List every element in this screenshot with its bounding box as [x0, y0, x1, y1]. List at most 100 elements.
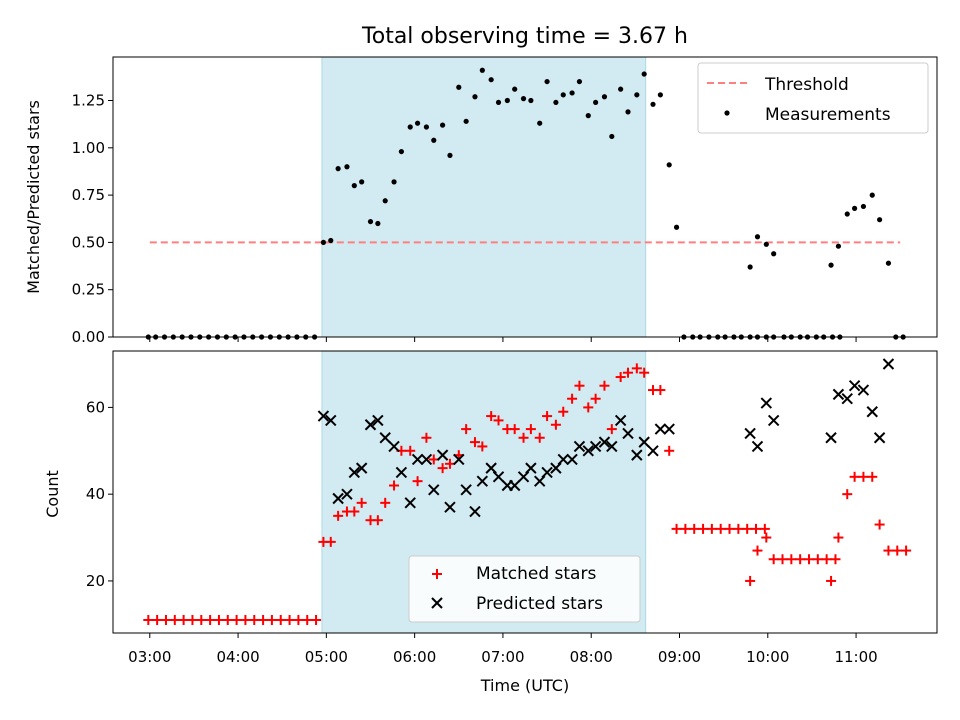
measurement-point-54: [593, 99, 599, 106]
xtick-label-6: 09:00: [658, 648, 701, 666]
predicted-star-point-14: [428, 484, 440, 496]
measurement-point-43: [504, 97, 510, 104]
top-plot-frame: [112, 56, 938, 338]
matched-star-point-55: [599, 380, 610, 391]
top-ytick-label-1: 0.25: [72, 281, 105, 299]
predicted-star-point-31: [566, 453, 578, 466]
bottom-legend-box: [408, 555, 641, 623]
matched-star-point-9: [222, 614, 233, 625]
top-highlight-span: [321, 56, 647, 338]
matched-star-point-39: [469, 437, 480, 448]
measurement-point-23: [344, 164, 350, 170]
predicted-star-point-6: [364, 419, 377, 431]
top-ytick-label-3: 0.75: [72, 186, 105, 204]
predicted-star-point-19: [469, 505, 481, 518]
measurement-point-91: [844, 211, 850, 217]
matched-star-point-44: [509, 424, 520, 435]
matched-star-point-60: [639, 367, 650, 378]
matched-star-point-46: [525, 424, 536, 435]
xtick-label-2: 05:00: [305, 648, 348, 666]
measurement-point-35: [440, 122, 446, 128]
measurement-point-79: [763, 241, 769, 247]
measurement-point-53: [585, 113, 591, 119]
measurement-point-50: [560, 92, 566, 98]
top-ytick-label-0: 0.00: [72, 328, 105, 346]
xtick-label-4: 07:00: [481, 648, 524, 666]
bottom-xlabel: Time (UTC): [480, 676, 569, 695]
measurement-point-20: [320, 239, 327, 246]
matched-star-point-32: [412, 476, 423, 487]
matched-star-point-5: [187, 614, 198, 625]
matched-star-point-76: [752, 545, 763, 556]
predicted-star-point-43: [663, 423, 675, 435]
measurement-point-89: [828, 262, 834, 268]
matched-star-point-66: [689, 523, 700, 534]
predicted-star-point-40: [638, 436, 650, 448]
predicted-star-point-50: [841, 393, 853, 405]
matched-star-point-89: [849, 471, 860, 482]
measurement-point-33: [423, 124, 430, 130]
predicted-star-point-44: [744, 427, 756, 440]
xtick-label-8: 11:00: [834, 648, 877, 666]
measurement-point-46: [528, 97, 534, 104]
predicted-star-point-51: [848, 380, 861, 392]
matched-star-point-0: [143, 614, 154, 625]
measurement-point-26: [367, 218, 374, 225]
measurement-point-41: [488, 77, 494, 83]
matched-star-point-70: [724, 523, 735, 534]
matched-star-point-31: [405, 445, 416, 456]
measurement-point-39: [472, 94, 478, 100]
matched-star-point-14: [266, 614, 277, 625]
predicted-star-point-17: [453, 453, 465, 466]
predicted-star-point-53: [866, 406, 878, 418]
matched-star-point-82: [803, 554, 814, 565]
matched-star-point-28: [380, 497, 391, 508]
predicted-star-point-34: [589, 440, 602, 453]
measurement-point-27: [375, 220, 381, 227]
measurement-point-31: [407, 124, 413, 130]
measurement-point-93: [860, 203, 867, 210]
bottom-ylabel: Count: [43, 470, 62, 518]
measurement-point-25: [359, 179, 365, 185]
matched-star-point-81: [795, 554, 806, 565]
matched-star-point-29: [389, 480, 400, 491]
matched-star-point-85: [830, 554, 841, 565]
measurement-point-52: [576, 78, 583, 85]
matched-star-point-58: [623, 367, 633, 378]
legend-matched-swatch: [432, 569, 442, 579]
matched-star-point-49: [550, 419, 561, 430]
measurement-point-29: [391, 179, 397, 185]
predicted-star-point-36: [606, 440, 618, 453]
measurement-point-55: [601, 94, 608, 100]
predicted-star-point-55: [882, 358, 895, 370]
predicted-star-point-1: [325, 414, 337, 427]
matched-star-point-71: [733, 523, 744, 534]
matched-star-point-8: [213, 614, 224, 625]
matched-star-point-41: [486, 411, 497, 422]
measurement-point-24: [351, 183, 357, 189]
predicted-star-point-15: [436, 449, 449, 461]
measurement-point-94: [869, 192, 875, 198]
matched-star-point-95: [901, 545, 912, 556]
measurement-point-90: [835, 243, 842, 249]
predicted-star-point-7: [372, 414, 384, 427]
top-legend: Threshold Measurements: [697, 62, 929, 134]
matched-star-point-48: [542, 411, 553, 422]
matched-star-point-11: [240, 614, 251, 625]
matched-star-point-35: [437, 463, 448, 474]
measurement-point-38: [463, 118, 469, 124]
predicted-star-point-5: [355, 462, 368, 474]
predicted-star-point-45: [751, 440, 764, 453]
measurement-point-64: [673, 224, 680, 230]
predicted-star-point-3: [341, 488, 353, 500]
matched-star-point-54: [590, 393, 601, 404]
matched-star-point-33: [421, 432, 432, 443]
matched-star-point-3: [169, 614, 180, 625]
matched-star-point-51: [567, 393, 578, 404]
matched-star-point-94: [892, 545, 903, 556]
measurement-point-80: [771, 251, 777, 257]
matched-star-point-84: [821, 554, 832, 565]
predicted-star-point-38: [622, 427, 634, 440]
matched-star-point-72: [742, 523, 753, 534]
